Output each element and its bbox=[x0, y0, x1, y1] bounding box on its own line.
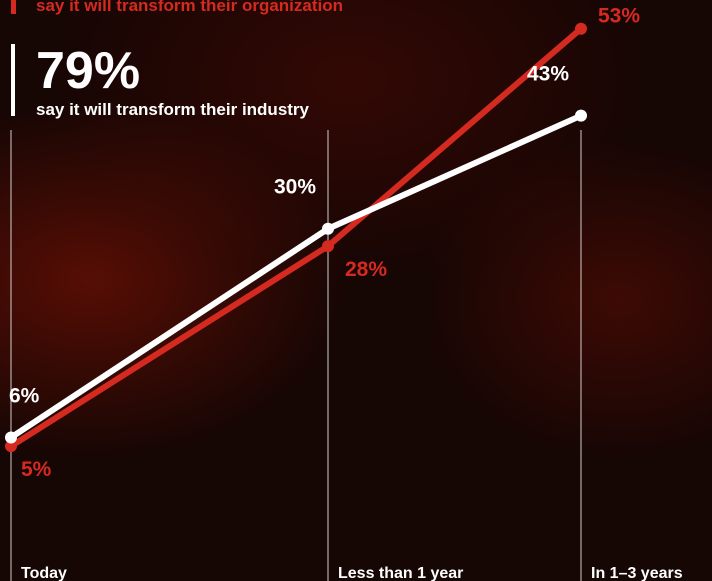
value-label: 5% bbox=[21, 458, 52, 481]
point bbox=[322, 222, 334, 235]
annotation: say it will transform their industry bbox=[36, 100, 310, 119]
point bbox=[5, 431, 17, 444]
legend-bar bbox=[11, 44, 15, 116]
annotation: 79% bbox=[36, 42, 140, 100]
point bbox=[575, 109, 587, 122]
x-tick-label: In 1–3 years bbox=[591, 565, 683, 581]
point bbox=[322, 240, 334, 253]
point bbox=[575, 22, 587, 35]
x-tick-label: Today bbox=[21, 565, 67, 581]
value-label: 6% bbox=[9, 384, 40, 407]
annotation: say it will transform their organization bbox=[36, 0, 343, 15]
value-label: 28% bbox=[345, 258, 387, 281]
value-label: 53% bbox=[598, 5, 640, 28]
value-label: 30% bbox=[274, 176, 316, 199]
point bbox=[5, 440, 17, 453]
value-label: 43% bbox=[527, 63, 569, 86]
x-tick-label: Less than 1 year bbox=[338, 565, 463, 581]
legend-bar bbox=[11, 0, 16, 14]
